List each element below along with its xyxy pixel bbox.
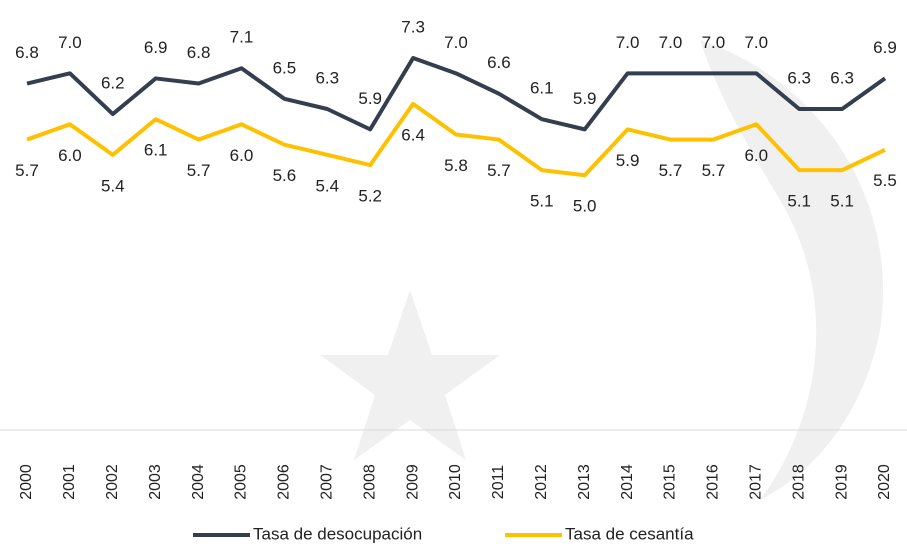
x-tick-label: 2009 <box>404 464 421 500</box>
data-label: 5.8 <box>444 156 468 175</box>
legend-label: Tasa de cesantía <box>565 524 694 543</box>
x-tick-label: 2005 <box>233 464 250 500</box>
x-tick-label: 2012 <box>533 464 550 500</box>
data-label: 7.0 <box>444 33 468 52</box>
data-label: 6.3 <box>315 68 339 87</box>
data-label: 7.1 <box>230 28 254 47</box>
data-label: 6.5 <box>273 58 297 77</box>
watermark <box>320 40 884 500</box>
x-tick-label: 2013 <box>576 464 593 500</box>
data-label: 6.3 <box>830 68 854 87</box>
watermark-star <box>320 290 500 460</box>
data-label: 5.9 <box>358 89 382 108</box>
data-label: 6.1 <box>144 141 168 160</box>
data-label: 5.4 <box>315 176 339 195</box>
x-tick-label: 2018 <box>790 464 807 500</box>
x-tick-label: 2017 <box>748 464 765 500</box>
series-line <box>26 56 887 132</box>
data-label: 6.9 <box>144 38 168 57</box>
data-label: 5.1 <box>530 192 554 211</box>
data-label: 5.7 <box>487 161 511 180</box>
x-tick-label: 2011 <box>490 465 507 500</box>
x-tick-label: 2016 <box>705 464 722 500</box>
data-label: 7.0 <box>744 33 768 52</box>
data-label: 6.8 <box>15 43 39 62</box>
x-tick-label: 2008 <box>361 464 378 500</box>
data-label: 6.0 <box>744 146 768 165</box>
data-label: 5.9 <box>616 151 640 170</box>
x-tick-label: 2015 <box>662 464 679 500</box>
x-tick-label: 2001 <box>61 464 78 500</box>
data-label: 5.6 <box>273 166 297 185</box>
x-tick-label: 2020 <box>876 464 893 500</box>
data-label: 5.0 <box>573 197 597 216</box>
data-label: 7.0 <box>616 33 640 52</box>
data-label: 5.7 <box>659 161 683 180</box>
x-tick-label: 2003 <box>147 464 164 500</box>
data-label: 6.6 <box>487 53 511 72</box>
data-label: 6.1 <box>530 79 554 98</box>
data-label: 6.0 <box>230 146 254 165</box>
x-tick-label: 2010 <box>447 464 464 500</box>
x-tick-label: 2002 <box>104 464 121 500</box>
data-label: 5.1 <box>787 192 811 211</box>
data-label: 5.2 <box>358 187 382 206</box>
data-label: 5.5 <box>873 171 897 190</box>
series-line <box>26 101 886 178</box>
data-label: 5.7 <box>702 161 726 180</box>
x-tick-label: 2014 <box>619 464 636 500</box>
data-label: 5.1 <box>830 192 854 211</box>
x-tick-label: 2006 <box>276 464 293 500</box>
data-label: 6.3 <box>787 68 811 87</box>
data-label: 7.0 <box>659 33 683 52</box>
x-tick-label: 2019 <box>833 464 850 500</box>
data-label: 7.0 <box>702 33 726 52</box>
data-label: 6.9 <box>873 38 897 57</box>
watermark-leaf <box>700 40 884 500</box>
x-tick-label: 2007 <box>319 464 336 500</box>
data-label: 6.8 <box>187 43 211 62</box>
data-label: 5.7 <box>187 161 211 180</box>
data-label: 6.2 <box>101 74 125 93</box>
x-tick-label: 2000 <box>18 464 35 500</box>
data-label: 7.3 <box>401 18 425 37</box>
data-label: 5.9 <box>573 89 597 108</box>
data-label: 5.7 <box>15 161 39 180</box>
legend-label: Tasa de desocupación <box>253 524 422 543</box>
data-label: 6.4 <box>401 125 425 144</box>
x-tick-label: 2004 <box>190 464 207 500</box>
data-label: 6.0 <box>58 146 82 165</box>
data-label: 5.4 <box>101 176 125 195</box>
data-label: 7.0 <box>58 33 82 52</box>
